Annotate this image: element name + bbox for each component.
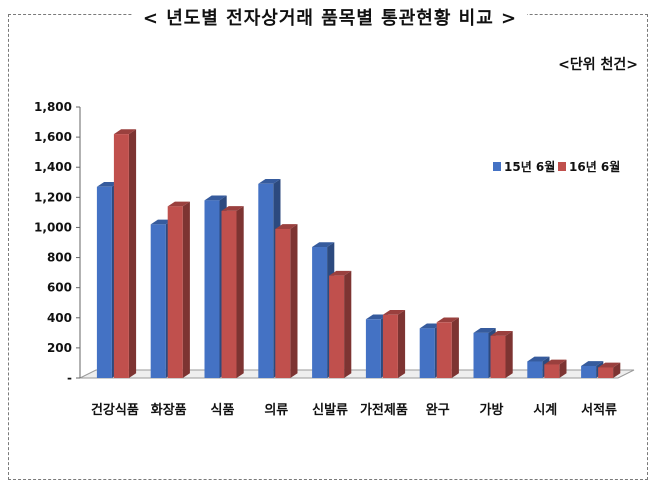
- bar-front: [544, 364, 560, 378]
- bar-top: [329, 270, 352, 276]
- legend-entry: 16년 6월: [569, 159, 620, 174]
- bar-top: [221, 206, 244, 211]
- bar-top: [312, 242, 335, 248]
- chart-title-wrap: < 년도별 전자상거래 품목별 통관현황 비교 >: [0, 4, 660, 30]
- bar-top: [490, 331, 513, 336]
- bar: [221, 206, 244, 378]
- legend-entry: 15년 6월: [504, 159, 555, 174]
- x-tick-label: 가전제품: [360, 402, 408, 418]
- bar-side: [451, 317, 459, 378]
- bar-top: [275, 224, 298, 229]
- bar-front: [312, 247, 328, 378]
- bar-top: [419, 323, 442, 329]
- bar-top: [544, 359, 567, 365]
- x-tick-label: 의류: [264, 402, 288, 418]
- bar-top: [436, 317, 459, 323]
- bar-top: [473, 328, 496, 333]
- y-tick-label: 1,800: [34, 100, 72, 114]
- unit-label: <단위 천건>: [558, 57, 638, 73]
- bar-front: [329, 275, 345, 378]
- y-tick-label: 400: [47, 311, 72, 325]
- bar-side: [344, 270, 352, 378]
- bar-side: [182, 201, 190, 378]
- bar: [544, 359, 567, 378]
- bar: [113, 129, 137, 378]
- y-tick-label: 600: [47, 281, 72, 295]
- bar-front: [167, 206, 183, 378]
- bar-side: [397, 309, 406, 378]
- bar: [436, 317, 459, 378]
- bar-top: [167, 201, 190, 207]
- chart-title: < 년도별 전자상거래 품목별 통관현황 비교 >: [132, 8, 528, 29]
- y-tick-label: 1,400: [34, 160, 72, 174]
- bar-top: [527, 356, 550, 362]
- x-tick-label: 서적류: [581, 402, 617, 418]
- bar-side: [128, 129, 137, 378]
- bar-front: [96, 186, 112, 378]
- bar-top: [113, 129, 137, 135]
- bar-top: [258, 178, 281, 184]
- bar-top: [382, 309, 406, 315]
- y-tick-label: -: [67, 371, 72, 385]
- bar-side: [236, 206, 244, 378]
- bar-top: [96, 181, 120, 187]
- bar-front: [527, 361, 543, 378]
- legend-swatch: [493, 162, 501, 171]
- bar-front: [275, 228, 291, 378]
- bar-front: [382, 314, 398, 378]
- x-tick-label: 시계: [533, 403, 557, 418]
- bar-front: [419, 328, 435, 378]
- bar-top: [581, 361, 604, 366]
- bar: [490, 331, 513, 378]
- bar-front: [150, 224, 166, 378]
- bar-side: [290, 224, 298, 378]
- bar-front: [221, 210, 237, 378]
- y-tick-label: 1,000: [34, 220, 72, 234]
- y-tick-label: 1,600: [34, 130, 72, 144]
- bar-front: [204, 200, 220, 378]
- bar-front: [436, 322, 452, 378]
- bar-front: [490, 335, 506, 378]
- bar-front: [598, 367, 614, 378]
- bar-front: [258, 183, 274, 378]
- bar: [382, 309, 406, 378]
- bar-front: [113, 134, 129, 378]
- legend-swatch: [558, 162, 566, 171]
- y-tick-label: 800: [47, 251, 72, 265]
- bar: [329, 270, 352, 378]
- x-tick-label: 신발류: [312, 402, 348, 418]
- bar-top: [204, 195, 227, 201]
- x-tick-label: 식품: [211, 402, 235, 418]
- x-tick-label: 완구: [426, 403, 450, 418]
- x-tick-label: 화장품: [151, 402, 187, 418]
- bar-side: [559, 359, 567, 378]
- x-tick-label: 건강식품: [91, 402, 139, 418]
- y-tick-label: 1,200: [34, 190, 72, 204]
- bar-front: [581, 365, 597, 378]
- bar: [275, 224, 298, 378]
- bar-top: [365, 314, 389, 320]
- bar-front: [365, 319, 381, 378]
- bar-side: [505, 331, 513, 378]
- bar-top: [150, 219, 173, 225]
- bar: [598, 362, 621, 378]
- bar-side: [613, 362, 621, 378]
- bar-top: [598, 362, 621, 368]
- bar: [167, 201, 190, 378]
- bar-front: [473, 332, 489, 378]
- y-tick-label: 200: [47, 341, 72, 355]
- x-tick-label: 가방: [480, 402, 504, 418]
